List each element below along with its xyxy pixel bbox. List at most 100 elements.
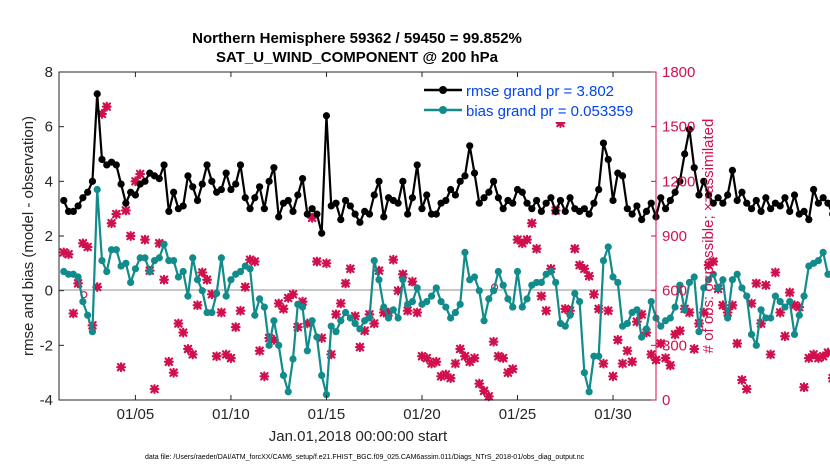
assimilated-marker — [746, 298, 757, 309]
assimilated-marker — [235, 305, 246, 316]
assimilated-marker — [307, 212, 318, 223]
bias-point — [743, 292, 751, 300]
assimilated-marker — [818, 351, 829, 362]
bias-point — [470, 273, 479, 281]
assimilated-marker — [135, 169, 146, 179]
assimilated-marker — [627, 356, 638, 367]
y2-tick-label: 1200 — [662, 173, 695, 190]
assimilated-marker — [73, 278, 84, 289]
bias-point — [193, 276, 202, 284]
bias-point — [351, 319, 359, 328]
bias-point — [685, 278, 694, 287]
bias-point — [771, 292, 780, 300]
bias-point — [561, 322, 569, 330]
assimilated-marker — [536, 291, 547, 302]
assimilated-marker — [588, 289, 599, 300]
bias-point — [790, 330, 799, 338]
assimilated-marker — [350, 311, 361, 322]
rmse-point — [404, 210, 412, 218]
assimilated-marker — [541, 305, 552, 316]
rmse-point — [208, 177, 216, 185]
bias-point — [198, 287, 206, 295]
bias-point — [227, 276, 235, 284]
rmse-point — [590, 199, 598, 207]
rmse-series — [60, 90, 830, 237]
bias-point — [74, 273, 82, 281]
rmse-point — [790, 191, 799, 199]
bias-point — [595, 352, 603, 360]
bias-point — [141, 254, 149, 262]
assimilated-marker — [460, 351, 470, 362]
assimilated-marker — [799, 382, 809, 393]
assimilated-marker — [703, 260, 714, 271]
bias-point — [127, 278, 135, 287]
assimilated-marker — [674, 325, 685, 336]
assimilated-marker — [665, 360, 676, 371]
y-tick-label: 8 — [45, 64, 53, 81]
bias-point — [260, 303, 268, 311]
assimilated-marker — [751, 278, 762, 289]
rmse-point — [418, 205, 426, 213]
bias-point — [93, 185, 101, 194]
bias-point — [767, 314, 775, 322]
rmse-point — [160, 161, 168, 169]
assimilated-marker — [283, 293, 294, 303]
assimilated-marker — [641, 327, 652, 338]
rmse-point — [810, 185, 818, 194]
assimilated-marker — [741, 384, 752, 395]
bias-point — [657, 322, 665, 330]
assimilated-marker — [202, 274, 212, 285]
assimilated-marker — [483, 391, 494, 402]
assimilated-marker — [469, 353, 480, 364]
assimilated-marker — [789, 300, 800, 311]
rmse-point — [533, 196, 541, 205]
rmse-point — [408, 194, 417, 202]
rmse-point — [380, 213, 388, 221]
y-axis-right: 0 300 600 900 1200 1500 1800 — [651, 64, 695, 409]
bias-point — [208, 308, 216, 317]
assimilated-marker — [297, 296, 308, 307]
bias-point — [781, 303, 789, 311]
legend: rmse grand pr = 3.802 bias grand pr = 0.… — [419, 78, 651, 122]
bias-point — [341, 308, 350, 317]
bias-point — [380, 303, 388, 311]
assimilated-marker — [101, 101, 112, 112]
bias-point — [642, 325, 651, 333]
y-tick-label: 0 — [45, 283, 53, 300]
bias-point — [585, 388, 593, 396]
rmse-point — [580, 205, 588, 213]
bias-point — [513, 267, 522, 276]
rmse-point — [480, 194, 488, 202]
assimilated-marker — [450, 358, 461, 369]
assimilated-marker — [178, 327, 189, 338]
y2-tick-label: 0 — [662, 392, 670, 409]
rmse-point — [814, 199, 822, 207]
assimilated-marker — [388, 254, 399, 265]
rmse-point — [719, 199, 727, 207]
rmse-point — [805, 216, 813, 224]
rmse-point — [666, 196, 674, 205]
assimilated-marker — [77, 238, 88, 249]
rmse-point — [628, 210, 636, 218]
rmse-point — [738, 188, 746, 196]
bias-point — [88, 328, 97, 336]
chart-subtitle: SAT_U_WIND_COMPONENT @ 200 hPa — [216, 49, 499, 66]
bias-point — [375, 276, 383, 284]
bias-point — [236, 267, 245, 276]
rmse-point — [456, 177, 464, 185]
assimilated-marker — [512, 234, 523, 245]
assimilated-marker — [316, 333, 327, 343]
bias-point — [399, 276, 407, 284]
rmse-point — [528, 205, 536, 213]
bias-point — [714, 284, 722, 292]
rmse-point — [432, 210, 440, 218]
assimilated-marker — [670, 329, 681, 340]
assimilated-marker — [531, 243, 542, 254]
assimilated-marker — [445, 373, 456, 384]
rmse-point — [155, 175, 163, 183]
assimilated-marker — [775, 307, 786, 318]
rmse-point — [724, 191, 732, 199]
x-tick-label: 01/20 — [403, 406, 441, 423]
rmse-point — [704, 191, 713, 199]
bias-point — [704, 276, 713, 284]
